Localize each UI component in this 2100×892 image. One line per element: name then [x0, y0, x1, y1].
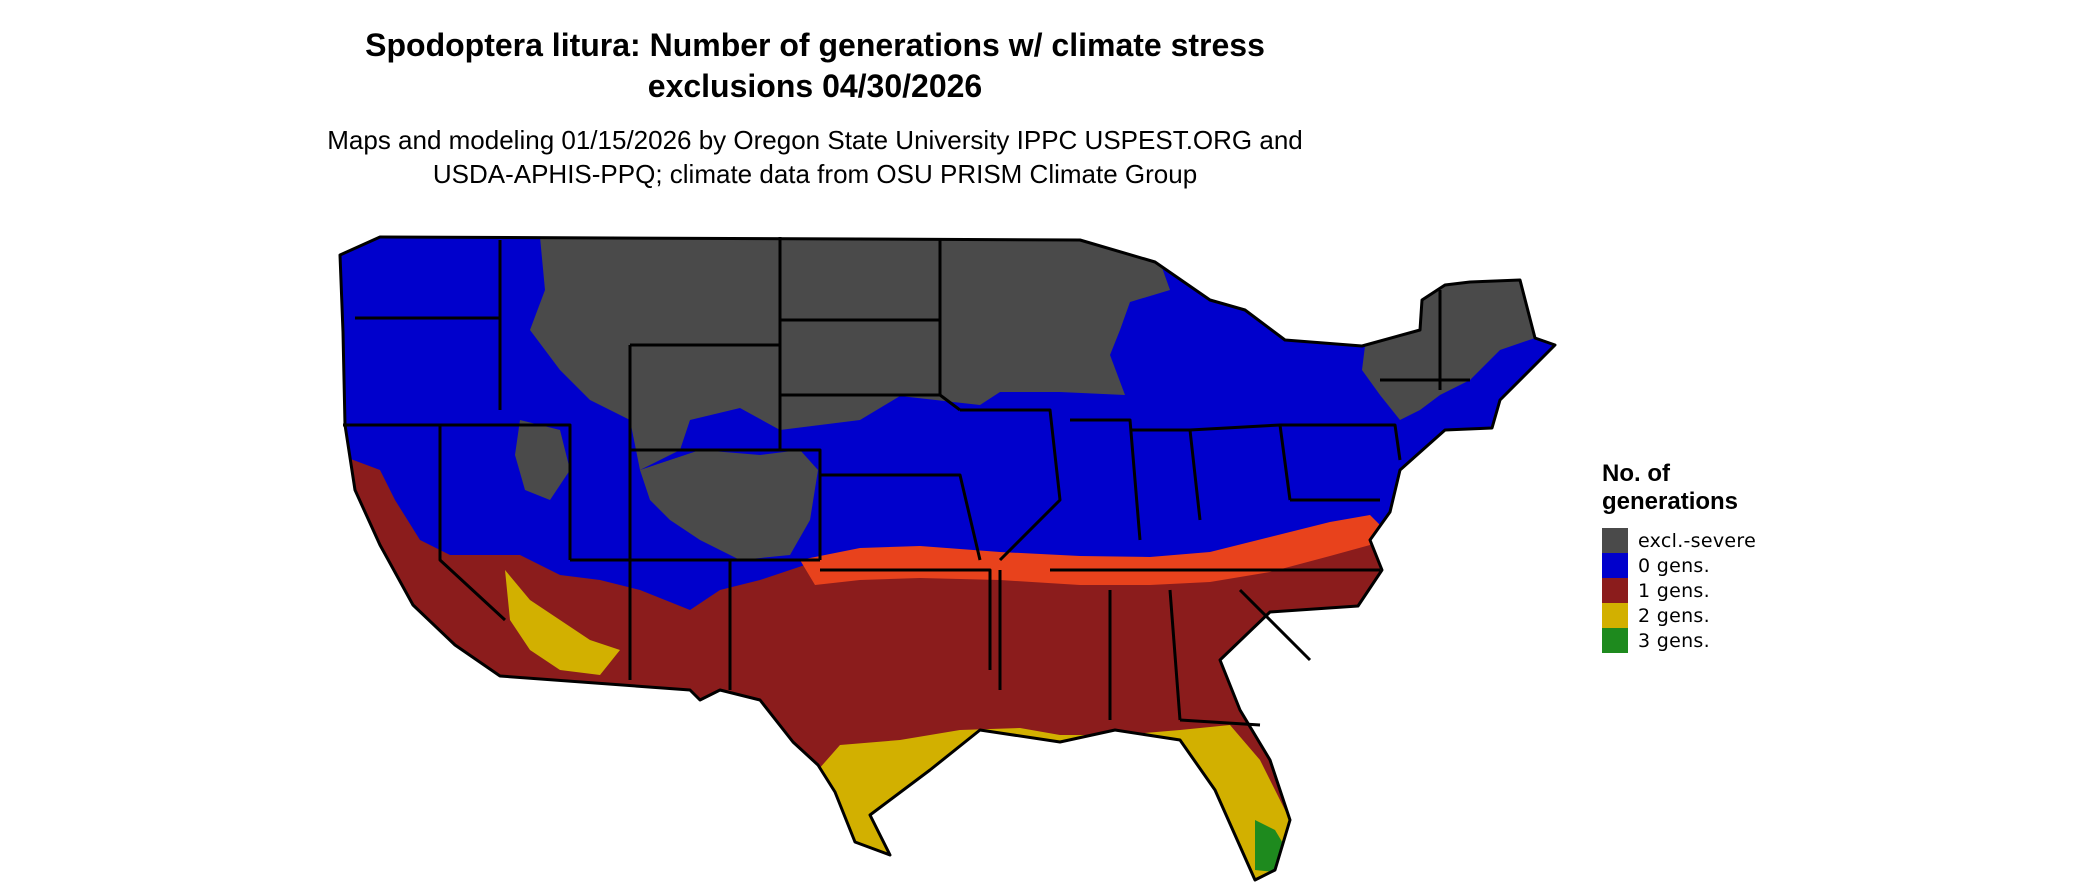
- generation-zones: [340, 237, 1555, 880]
- legend-label: 0 gens.: [1638, 554, 1710, 577]
- border-ga-fl: [1179, 718, 1261, 727]
- legend-label: excl.-severe: [1638, 529, 1757, 552]
- legend-label: 1 gens.: [1638, 579, 1710, 602]
- map-title: Spodoptera litura: Number of generations…: [0, 25, 1630, 107]
- border-ks: [820, 473, 982, 561]
- legend-item-1-gens: 1 gens.: [1602, 578, 1756, 603]
- legend-item-excl-severe: excl.-severe: [1602, 528, 1756, 553]
- border-pa: [1280, 423, 1402, 461]
- map-title-line2: exclusions 04/30/2026: [647, 68, 983, 104]
- state-borders: [338, 235, 1557, 882]
- legend-label: 2 gens.: [1638, 604, 1710, 627]
- legend-item-0-gens: 0 gens.: [1602, 553, 1756, 578]
- zone-excluded-northeast: [1362, 280, 1535, 420]
- zone-excluded-nevada: [515, 420, 570, 500]
- legend-swatch: [1602, 553, 1628, 578]
- legend-title: No. of generations: [1602, 460, 1756, 516]
- legend: No. of generations excl.-severe 0 gens. …: [1602, 460, 1756, 653]
- border-al-ga: [1168, 589, 1182, 721]
- border-ca-nv: [438, 425, 507, 622]
- zone-excluded-rockies: [640, 450, 818, 560]
- zone-excluded-north: [530, 237, 1170, 470]
- legend-title-line2: generations: [1602, 488, 1739, 515]
- legend-swatch: [1602, 528, 1628, 553]
- border-ia-mo: [960, 408, 1062, 562]
- legend-title-line1: No. of: [1602, 460, 1670, 487]
- legend-swatch: [1602, 603, 1628, 628]
- border-nv: [343, 423, 572, 560]
- legend-label: 3 gens.: [1638, 629, 1710, 652]
- map-subtitle: Maps and modeling 01/15/2026 by Oregon S…: [0, 123, 1630, 191]
- border-il: [1070, 418, 1142, 541]
- border-ga-sc: [1238, 588, 1312, 662]
- legend-swatch: [1602, 578, 1628, 603]
- legend-item-3-gens: 3 gens.: [1602, 628, 1756, 653]
- map-subtitle-line2: USDA-APHIS-PPQ; climate data from OSU PR…: [432, 159, 1198, 189]
- border-ok-tx: [820, 568, 992, 670]
- legend-swatch: [1602, 628, 1628, 653]
- zone-transition-band: [800, 515, 1385, 585]
- map-subtitle-line1: Maps and modeling 01/15/2026 by Oregon S…: [327, 125, 1303, 155]
- legend-item-2-gens: 2 gens.: [1602, 603, 1756, 628]
- map-title-line1: Spodoptera litura: Number of generations…: [365, 27, 1265, 63]
- zone-2-gens-desert: [505, 570, 620, 675]
- border-co: [630, 448, 822, 560]
